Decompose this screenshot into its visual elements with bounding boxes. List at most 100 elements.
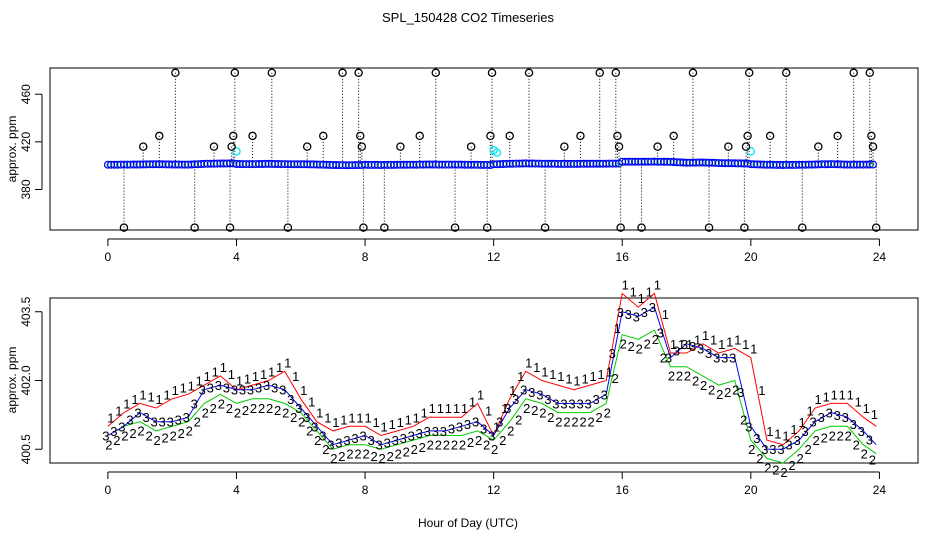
bottom-series-1-glyph: 1 xyxy=(139,387,146,402)
bottom-series-1-glyph: 1 xyxy=(565,371,572,386)
bottom-series-1-glyph: 1 xyxy=(348,410,355,425)
bottom-series-1-glyph: 1 xyxy=(501,401,508,416)
bottom-series-2-glyph: 2 xyxy=(668,369,675,384)
bottom-series-2-glyph: 2 xyxy=(322,442,329,457)
bottom-series-3-glyph: 3 xyxy=(528,385,535,400)
bottom-series-3-glyph: 3 xyxy=(199,383,206,398)
top-flagged-point xyxy=(741,142,751,151)
bottom-series-3-glyph: 3 xyxy=(705,346,712,361)
bottom-series-2-glyph: 2 xyxy=(684,369,691,384)
bottom-series-3-glyph: 3 xyxy=(384,435,391,450)
bottom-series-2-glyph: 2 xyxy=(523,401,530,416)
bottom-series-3-glyph: 3 xyxy=(850,417,857,432)
top-flagged-point xyxy=(302,142,312,151)
top-flagged-point xyxy=(743,131,752,141)
top-flagged-point xyxy=(138,142,148,151)
top-y-tick-label: 460 xyxy=(19,84,33,104)
bottom-series-1-glyph: 1 xyxy=(172,383,179,398)
bottom-series-2-glyph: 2 xyxy=(700,378,707,393)
top-flagged-point xyxy=(355,131,365,141)
bottom-series-3-glyph: 3 xyxy=(239,383,246,398)
bottom-series-3-glyph: 3 xyxy=(416,426,423,441)
bottom-series-2-glyph: 2 xyxy=(507,424,514,439)
bottom-x-tick-label: 0 xyxy=(105,483,112,497)
bottom-series-2-glyph: 2 xyxy=(475,433,482,448)
bottom-series-1-glyph: 1 xyxy=(678,337,685,352)
bottom-series-3-glyph: 3 xyxy=(665,351,672,366)
bottom-series-1-glyph: 1 xyxy=(397,415,404,430)
bottom-series-3-glyph: 3 xyxy=(207,380,214,395)
bottom-series-1-glyph: 1 xyxy=(228,367,235,382)
bottom-series-2-glyph: 2 xyxy=(812,433,819,448)
bottom-series-2-glyph: 2 xyxy=(250,401,257,416)
top-flagged-point xyxy=(616,223,625,232)
bottom-series-1-glyph: 1 xyxy=(429,401,436,416)
top-flagged-point xyxy=(396,142,405,151)
bottom-series-2-glyph: 2 xyxy=(837,428,844,443)
bottom-series-1-glyph: 1 xyxy=(606,365,613,380)
bottom-series-1-glyph: 1 xyxy=(413,410,420,425)
bottom-series-2-glyph: 2 xyxy=(724,385,731,400)
bottom-series-3-glyph: 3 xyxy=(215,378,222,393)
top-cyan-point xyxy=(232,147,241,156)
top-y-axis-label: approx. ppm xyxy=(5,116,19,183)
bottom-series-2-glyph: 2 xyxy=(153,433,160,448)
bottom-series-2-glyph: 2 xyxy=(796,451,803,466)
top-flagged-point xyxy=(849,68,858,78)
bottom-series-2-glyph: 2 xyxy=(170,428,177,443)
bottom-series-1-glyph: 1 xyxy=(766,424,773,439)
top-flagged-point xyxy=(614,142,624,151)
bottom-series-3-glyph: 3 xyxy=(223,380,230,395)
bottom-series-2-glyph: 2 xyxy=(161,431,168,446)
bottom-series-1-glyph: 1 xyxy=(597,367,604,382)
bottom-series-1-glyph: 1 xyxy=(726,335,733,350)
bottom-y-axis-label: approx. ppm xyxy=(5,347,19,414)
bottom-series-1-glyph: 1 xyxy=(790,422,797,437)
bottom-series-3-glyph: 3 xyxy=(834,408,841,423)
bottom-series-1-glyph: 1 xyxy=(814,392,821,407)
bottom-series-1-glyph: 1 xyxy=(798,415,805,430)
top-flagged-point xyxy=(190,223,199,232)
bottom-series-3-glyph: 3 xyxy=(191,396,198,411)
bottom-series-2-glyph: 2 xyxy=(467,435,474,450)
top-flagged-point xyxy=(228,131,238,141)
bottom-series-2-glyph: 2 xyxy=(732,383,739,398)
bottom-series-3-glyph: 3 xyxy=(126,413,133,428)
bottom-series-3-glyph: 3 xyxy=(801,424,808,439)
bottom-series-2-glyph: 2 xyxy=(234,405,241,420)
bottom-series-2-glyph: 2 xyxy=(547,410,554,425)
top-flagged-point xyxy=(540,223,550,232)
bottom-series-1-glyph: 1 xyxy=(236,374,243,389)
bottom-series-1-glyph: 1 xyxy=(646,284,653,299)
bottom-series-1-glyph: 1 xyxy=(670,337,677,352)
bottom-series-1-glyph: 1 xyxy=(308,394,315,409)
bottom-series-3-glyph: 3 xyxy=(448,422,455,437)
bottom-series-2-glyph: 2 xyxy=(652,332,659,347)
bottom-series-3-glyph: 3 xyxy=(231,383,238,398)
bottom-series-2-glyph: 2 xyxy=(620,337,627,352)
top-cyan-points xyxy=(232,145,756,157)
bottom-series-2-glyph: 2 xyxy=(443,438,450,453)
top-flagged-point xyxy=(380,223,389,232)
bottom-series-2-glyph: 2 xyxy=(708,383,715,398)
top-baseline-point xyxy=(868,160,877,169)
bottom-x-tick-label: 12 xyxy=(487,483,501,497)
bottom-series-2-glyph: 2 xyxy=(772,463,779,478)
top-flagged-point xyxy=(450,223,460,232)
x-axis-label: Hour of Day (UTC) xyxy=(418,516,518,530)
bottom-series-3-glyph: 3 xyxy=(175,413,182,428)
bottom-series-2-glyph: 2 xyxy=(129,426,136,441)
bottom-series-2-glyph: 2 xyxy=(660,350,667,365)
bottom-series-1-glyph: 1 xyxy=(188,378,195,393)
bottom-series-1-glyph: 1 xyxy=(107,410,114,425)
bottom-y-tick-label: 400.5 xyxy=(19,434,33,464)
bottom-series-2-glyph: 2 xyxy=(202,405,209,420)
bottom-series-2-glyph: 2 xyxy=(579,415,586,430)
bottom-series-3-glyph: 3 xyxy=(440,424,447,439)
top-baseline-points xyxy=(103,157,877,170)
bottom-series-1-glyph: 1 xyxy=(252,369,259,384)
bottom-series-2-glyph: 2 xyxy=(756,451,763,466)
bottom-series-2-glyph: 2 xyxy=(644,337,651,352)
bottom-series-2-glyph: 2 xyxy=(628,339,635,354)
bottom-series-2-glyph: 2 xyxy=(298,415,305,430)
